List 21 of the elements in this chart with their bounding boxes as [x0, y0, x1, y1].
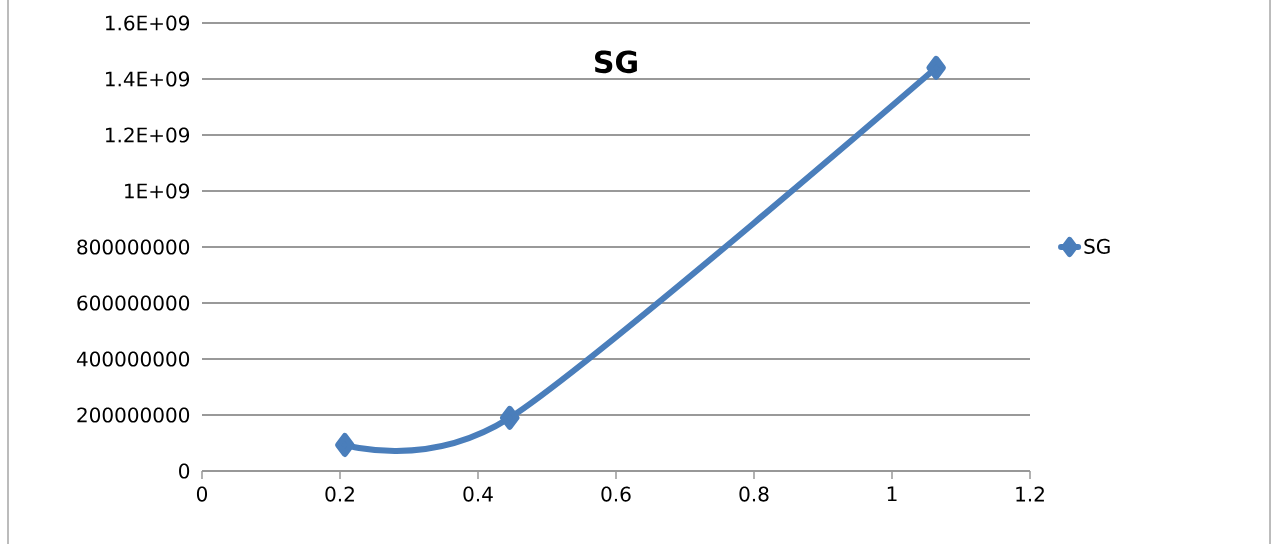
y-tick-label: 400000000 — [76, 351, 190, 367]
x-tick-label: 1.2 — [1016, 486, 1044, 502]
y-tick-label: 600000000 — [77, 295, 190, 311]
y-tick-label: 0 — [179, 463, 190, 479]
text: SG — [595, 50, 637, 74]
point — [335, 432, 355, 457]
y-tick-label: 200000000 — [77, 407, 190, 423]
legend-label: SG — [1084, 238, 1110, 254]
point — [499, 405, 520, 430]
x-tick-label: 0.4 — [463, 486, 493, 502]
x-tick-label: 0.6 — [601, 486, 631, 502]
point — [926, 55, 946, 80]
y-tick-label: 1E+09 — [125, 183, 190, 199]
x-tick-label: 0.8 — [739, 486, 769, 502]
y-tick-label: 1.6E+09 — [106, 15, 190, 31]
y-tick-label: 1.2E+09 — [106, 127, 190, 143]
y-tick-label: 800000000 — [77, 239, 190, 255]
x-tick-label: 0.2 — [325, 486, 354, 502]
y-tick-label: 1.4E+09 — [106, 71, 190, 87]
x-tick-label: 0 — [196, 486, 208, 502]
x-tick-label: 1 — [887, 486, 897, 502]
